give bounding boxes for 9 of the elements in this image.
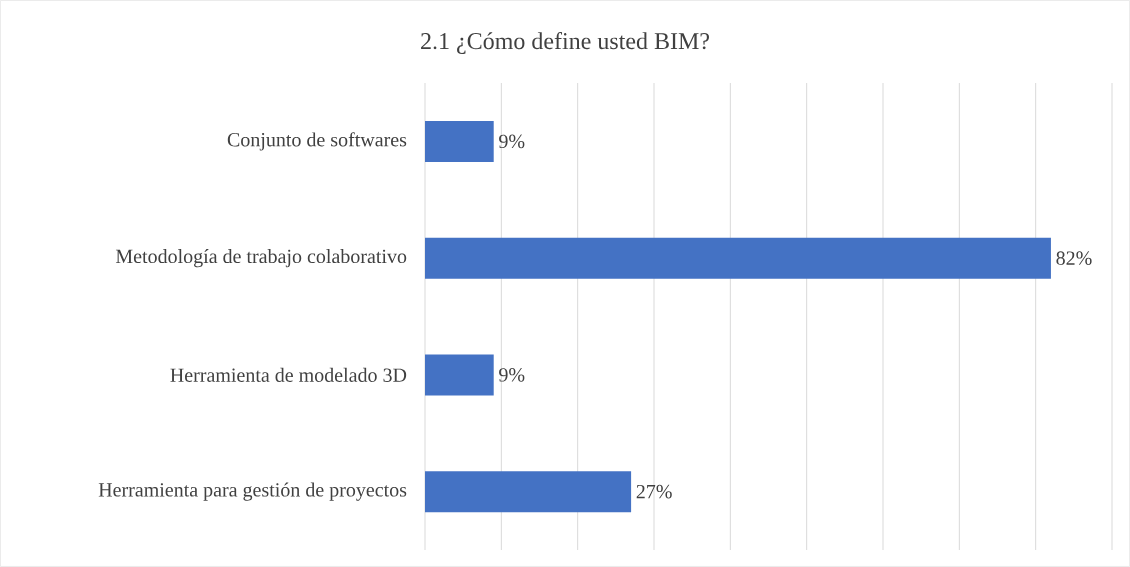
data-label: 27% — [636, 484, 672, 499]
data-label: 9% — [499, 368, 525, 382]
y-tick-label: Metodología de trabajo colaborativo — [115, 249, 407, 268]
y-tick-label: Herramienta para gestión de proyectos — [98, 482, 407, 501]
y-tick-label: Conjunto de softwares — [227, 132, 407, 151]
chart-title: 2.1 ¿Cómo define usted BIM? — [421, 32, 710, 54]
y-tick-label: Herramienta de modelado 3D — [170, 367, 407, 382]
data-label: 9% — [499, 134, 525, 149]
data-label: 82% — [1056, 251, 1092, 265]
